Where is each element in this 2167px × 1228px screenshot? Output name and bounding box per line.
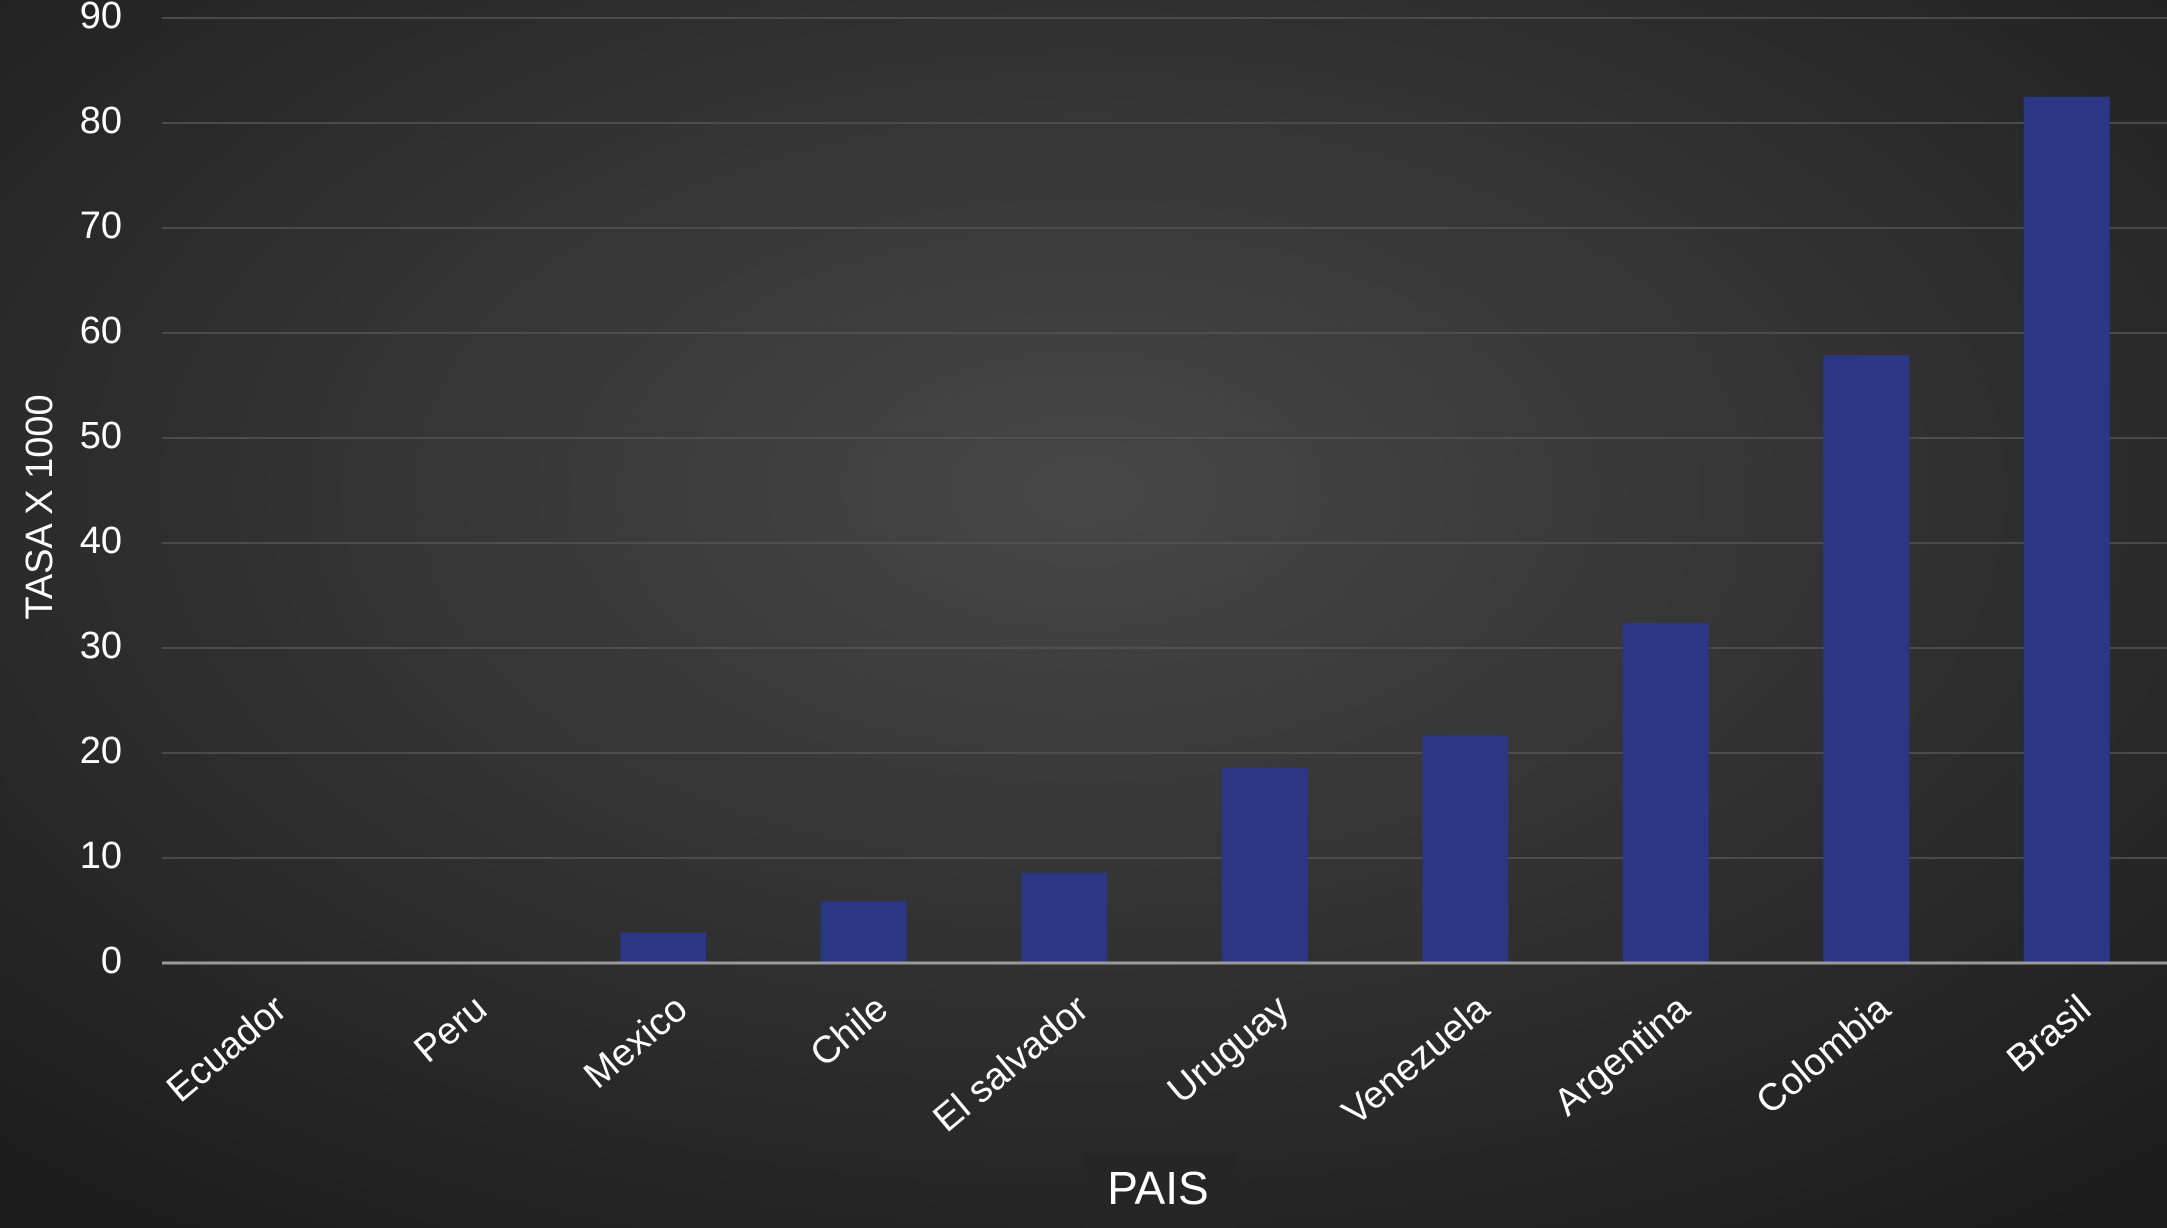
bar (1622, 622, 1709, 963)
bar (1422, 735, 1509, 963)
y-tick-label: 20 (80, 730, 122, 772)
y-tick-label: 70 (80, 205, 122, 247)
y-tick-label: 60 (80, 310, 122, 352)
y-tick-label: 80 (80, 100, 122, 142)
bar (820, 901, 907, 963)
x-title-box (1085, 1155, 1235, 1228)
bar (1221, 767, 1308, 963)
y-tick-label: 90 (80, 0, 122, 37)
y-tick-label: 0 (101, 940, 122, 982)
bar (2023, 96, 2110, 963)
bar (620, 932, 707, 963)
y-tick-label: 30 (80, 625, 122, 667)
bar (1823, 355, 1910, 963)
bar (1021, 872, 1108, 963)
y-tick-label: 40 (80, 520, 122, 562)
y-tick-label: 10 (80, 835, 122, 877)
y-axis-title: TASA X 1000 (19, 394, 61, 619)
y-tick-label: 50 (80, 415, 122, 457)
x-axis-title: PAIS (1107, 1162, 1208, 1214)
